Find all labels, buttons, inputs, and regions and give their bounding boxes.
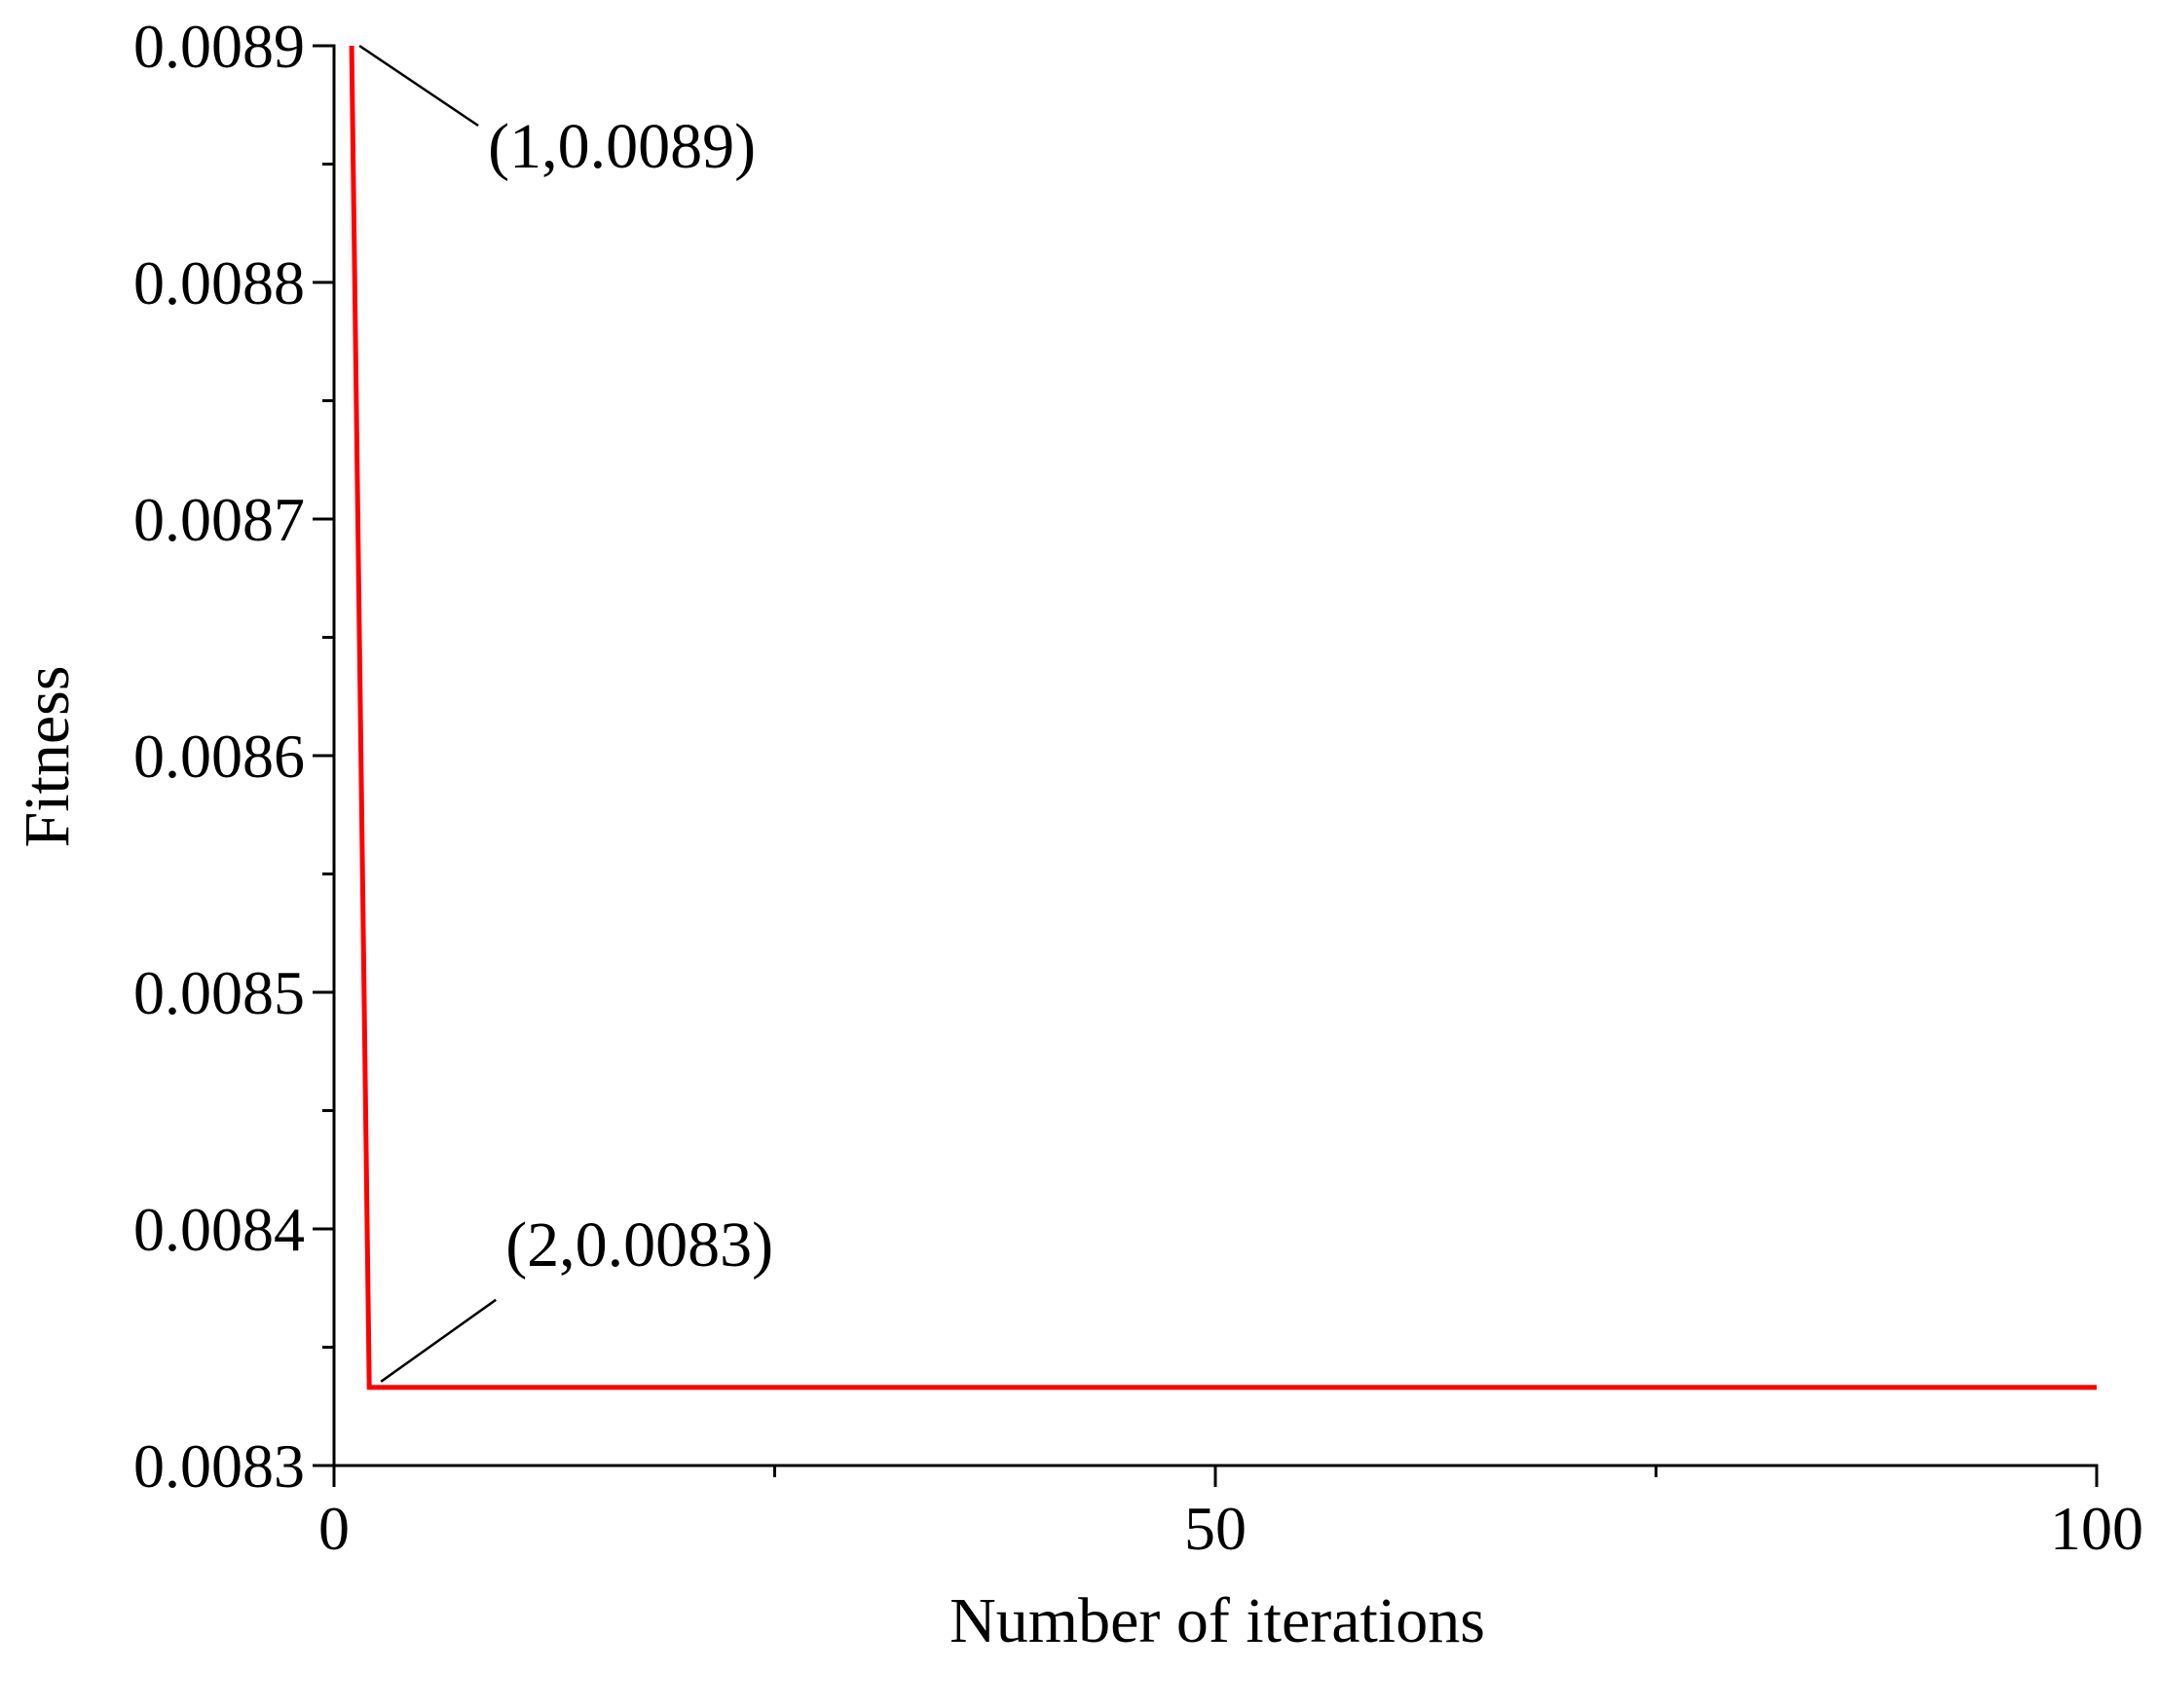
x-tick-label: 100 <box>2050 1494 2143 1563</box>
annotation-label: (1,0.0089) <box>488 111 756 182</box>
y-tick-label: 0.0084 <box>133 1195 305 1264</box>
annotations: (1,0.0089) (2,0.0083) <box>358 44 773 1383</box>
y-tick-label: 0.0083 <box>133 1431 305 1501</box>
x-axis-label: Number of iterations <box>949 1585 1485 1656</box>
y-axis-label: Fitness <box>12 665 83 847</box>
annotation-label: (2,0.0083) <box>505 1209 773 1281</box>
series-line <box>349 45 2097 1391</box>
y-tick-label: 0.0086 <box>133 722 305 791</box>
annotation-leader-line <box>358 44 479 128</box>
y-tick-label: 0.0085 <box>133 958 305 1027</box>
x-tick-label: 50 <box>1184 1494 1247 1563</box>
y-tick-label: 0.0089 <box>133 12 305 81</box>
y-tick-label: 0.0087 <box>133 485 305 554</box>
axes: 0.0083 0.0084 0.0085 0.0086 0.0087 0.0088 0.00… <box>133 12 2143 1563</box>
annotation-leader-line <box>380 1298 497 1383</box>
y-tick-label: 0.0088 <box>133 248 305 317</box>
x-tick-label: 0 <box>318 1494 350 1563</box>
series-layer <box>349 45 2097 1391</box>
